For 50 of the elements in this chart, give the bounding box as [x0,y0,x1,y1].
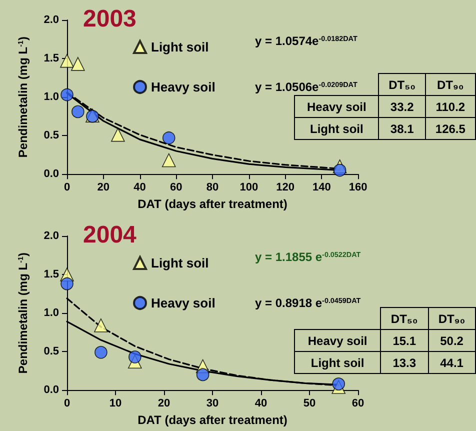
y-tick-label: 1.0 [44,91,59,104]
data-label: 15.1 [380,330,428,352]
legend-label: Light soil [151,40,209,54]
data-label: 13.3 [380,352,428,374]
data-label: 33.2 [378,96,426,118]
data-label: 126.5 [425,118,476,140]
x-tick-label: 140 [312,182,331,194]
x-tick-label: 40 [134,182,146,194]
x-tick-label: DT₅₀ [388,78,416,92]
y-tick-label: Heavy soil [294,96,379,118]
x-tick-label: 10 [109,398,122,410]
x-tick-label: 160 [348,182,368,194]
y-tick-label: 2.0 [44,230,59,242]
y-tick-label: 0.5 [44,346,59,358]
x-tick-label: 0 [64,182,70,194]
data-label: 44.1 [428,352,476,374]
y-tick-label: 1.5 [44,268,59,281]
x-tick-label: 60 [170,182,182,194]
x-tick-label: 50 [303,398,316,410]
y-tick-label: 0.0 [44,168,59,180]
x-axis-title: DAT (days after treatment) [138,413,288,427]
legend-label: Heavy soil [151,80,216,94]
y-tick-label: 0.5 [44,130,59,142]
y-tick-label: 0.0 [44,384,59,396]
chart-title: 2004 [83,222,138,248]
x-tick-label: 100 [240,182,258,194]
x-axis-title: DAT (days after treatment) [138,197,288,211]
x-tick-label: 60 [352,398,364,410]
x-tick-label: 40 [254,398,268,410]
y-tick-label: Light soil [294,118,379,140]
legend-label: Heavy soil [151,296,216,310]
y-tick-label: Light soil [294,352,381,374]
x-tick-label: 30 [206,398,219,410]
x-tick-label: 0 [64,398,70,410]
legend-label: Light soil [151,256,209,270]
x-tick-label: 20 [97,182,110,194]
x-tick-label: DT₉₀ [437,78,464,92]
data-label: 50.2 [428,330,476,352]
y-tick-label: 1.5 [44,52,59,65]
x-tick-label: DT₉₀ [438,312,466,326]
y-tick-label: 2.0 [44,14,59,26]
data-label: 38.1 [378,118,426,140]
x-tick-label: 80 [206,182,219,194]
x-tick-label: 20 [158,398,170,410]
y-tick-label: Heavy soil [294,330,381,352]
x-tick-label: 120 [276,182,294,194]
data-label: 110.2 [425,96,476,118]
chart-title: 2003 [83,6,136,32]
y-tick-label: 1.0 [44,307,59,320]
x-tick-label: DT₅₀ [390,312,418,326]
